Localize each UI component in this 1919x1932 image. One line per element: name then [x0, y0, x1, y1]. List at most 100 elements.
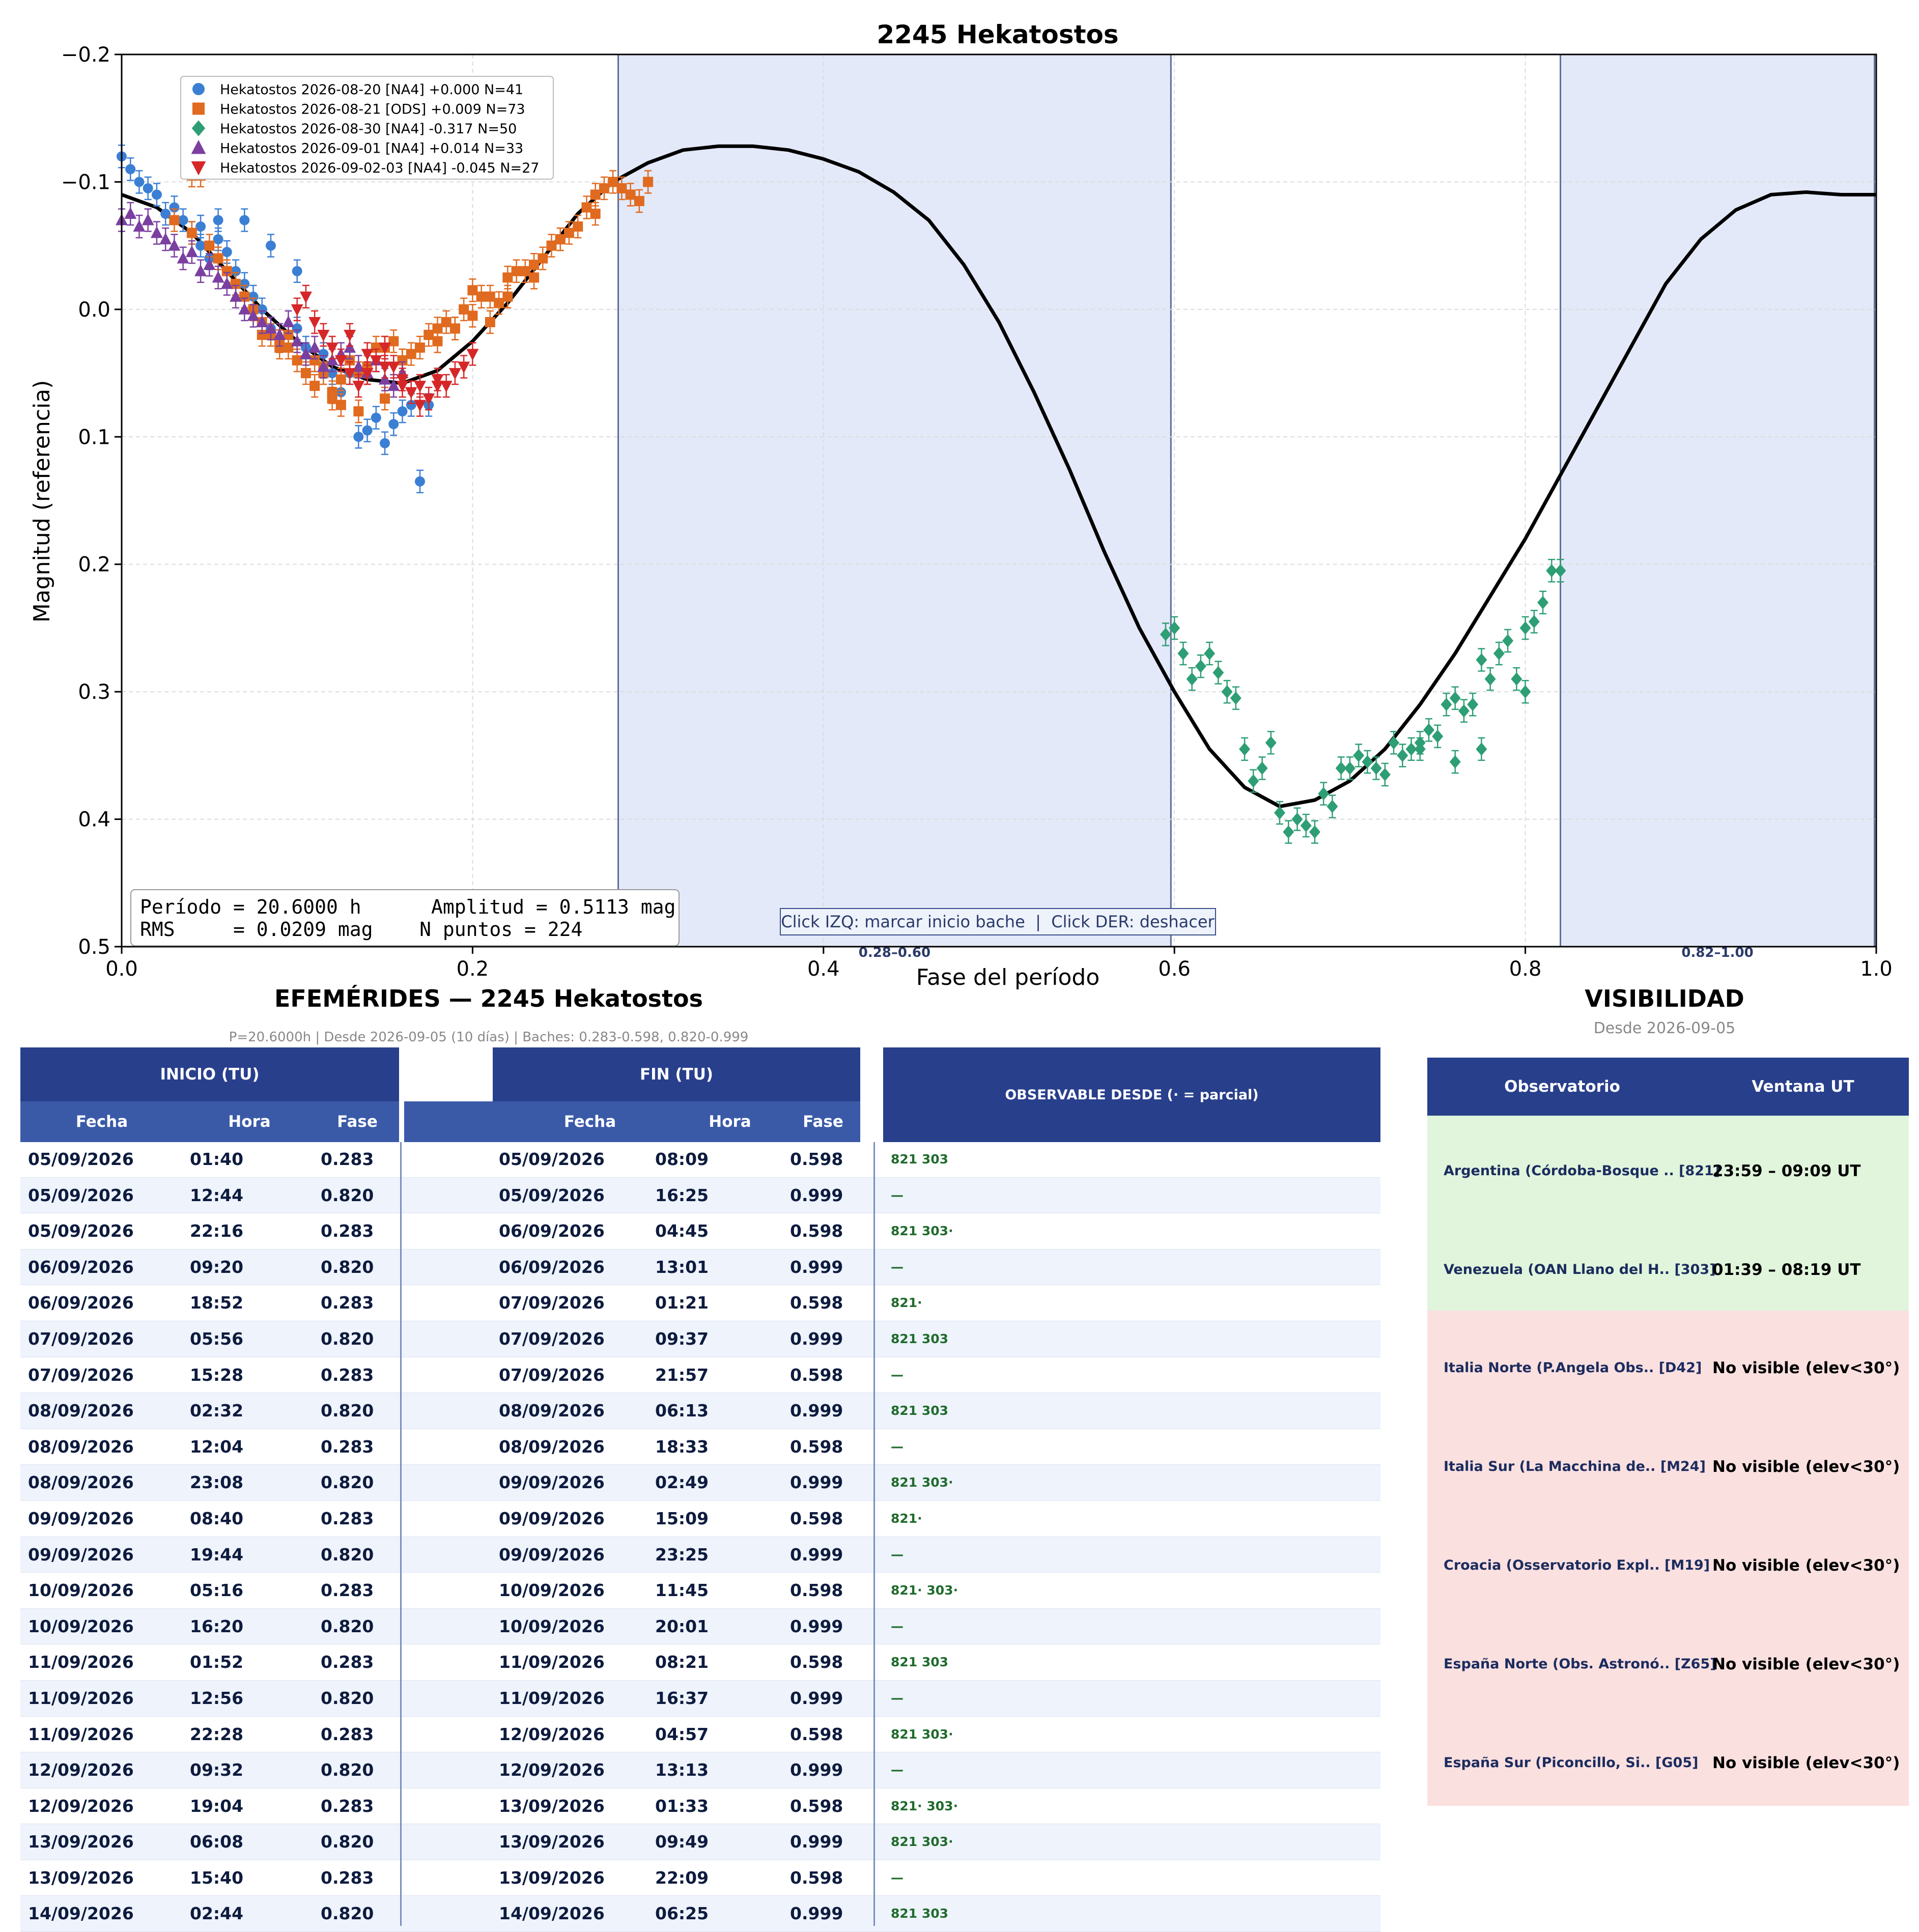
- observable-from: —: [891, 1763, 904, 1778]
- start-time: 19:04: [190, 1796, 244, 1816]
- table-row: 05/09/2026 12:44 0.820 05/09/2026 16:25 0.999…: [20, 1177, 1380, 1214]
- legend-label: Hekatostos 2026-08-21 [ODS] +0.009 N=73: [220, 102, 525, 118]
- end-time: 15:09: [655, 1508, 709, 1528]
- data-point: [370, 355, 382, 367]
- data-point: [308, 317, 321, 329]
- end-date: 11/09/2026: [499, 1652, 605, 1672]
- col-hora-end: Hora: [709, 1113, 751, 1131]
- end-time: 08:09: [655, 1149, 709, 1169]
- end-time: 02:49: [655, 1472, 709, 1493]
- start-phase: 0.283: [321, 1867, 374, 1888]
- data-point: [256, 315, 268, 327]
- col-fase-start: Fase: [337, 1113, 378, 1131]
- observatory-name: Italia Sur (La Macchina de.. [M24]: [1444, 1459, 1706, 1474]
- data-point: [282, 315, 295, 327]
- table-row: 14/09/2026 02:44 0.820 14/09/2026 06:25 0.999…: [20, 1896, 1380, 1932]
- data-point: [1283, 825, 1294, 839]
- data-point: [257, 304, 267, 315]
- start-phase: 0.820: [321, 1616, 374, 1636]
- data-point: [502, 291, 513, 302]
- data-point: [1239, 742, 1251, 756]
- start-time: 02:32: [190, 1401, 244, 1421]
- data-point: [1467, 698, 1479, 712]
- start-date: 05/09/2026: [28, 1149, 134, 1169]
- end-phase: 0.999: [790, 1185, 843, 1205]
- data-point: [1362, 755, 1373, 769]
- data-point: [1528, 615, 1540, 629]
- data-point: [1484, 672, 1496, 686]
- data-point: [406, 349, 416, 359]
- data-point: [1458, 704, 1470, 718]
- data-point: [1274, 806, 1286, 820]
- table-row: 07/09/2026 05:56 0.820 07/09/2026 09:37 0.999…: [20, 1321, 1380, 1357]
- data-point: [151, 189, 162, 200]
- table-row: 11/09/2026 01:52 0.283 11/09/2026 08:21 0.598…: [20, 1644, 1380, 1681]
- start-time: 09:32: [190, 1760, 244, 1780]
- data-point: [160, 209, 171, 219]
- data-point: [344, 329, 356, 342]
- data-point: [361, 368, 374, 380]
- start-date: 13/09/2026: [28, 1867, 134, 1888]
- data-point: [213, 253, 223, 264]
- table-row: 11/09/2026 12:56 0.820 11/09/2026 16:37 0.999…: [20, 1680, 1380, 1717]
- data-point: [441, 317, 451, 327]
- data-point: [1397, 749, 1408, 762]
- data-point: [379, 373, 391, 385]
- data-point: [1230, 691, 1241, 705]
- start-phase: 0.820: [321, 1760, 374, 1780]
- end-time: 09:49: [655, 1832, 709, 1852]
- data-point: [299, 291, 312, 303]
- end-date: 13/09/2026: [499, 1832, 605, 1852]
- data-point: [1256, 761, 1268, 775]
- start-phase: 0.283: [321, 1293, 374, 1313]
- observable-from: 821 303·: [891, 1475, 953, 1490]
- data-point: [150, 226, 163, 238]
- start-date: 14/09/2026: [28, 1903, 134, 1924]
- col-observatorio: Observatorio: [1504, 1077, 1620, 1096]
- data-point: [413, 381, 426, 393]
- lightcurve-chart[interactable]: 0.28–0.60 0.82–1.00 0.0 0.2 0.4 0.6 0.8 1.0 −0.…: [0, 0, 1919, 992]
- data-point: [581, 202, 592, 213]
- table-row: 12/09/2026 19:04 0.283 13/09/2026 01:33 0.598…: [20, 1788, 1380, 1825]
- observable-from: 821 303·: [891, 1726, 953, 1742]
- table-row: 05/09/2026 01:40 0.283 05/09/2026 08:09 0.598…: [20, 1142, 1380, 1178]
- data-point: [353, 432, 364, 442]
- start-phase: 0.283: [321, 1365, 374, 1385]
- start-time: 15:28: [190, 1365, 244, 1385]
- gap-band: [1560, 54, 1875, 947]
- data-point: [309, 355, 320, 366]
- x-tick-label: 0.8: [1509, 957, 1542, 981]
- data-point: [1537, 595, 1549, 609]
- observation-window: No visible (elev<30°): [1712, 1359, 1900, 1377]
- end-time: 23:25: [655, 1544, 709, 1565]
- end-phase: 0.999: [790, 1616, 843, 1636]
- header-fin: FIN (TU): [493, 1047, 860, 1101]
- table-row: 09/09/2026 19:44 0.820 09/09/2026 23:25 0.999…: [20, 1537, 1380, 1573]
- data-point: [388, 336, 399, 347]
- col-fecha-start: Fecha: [75, 1113, 128, 1131]
- data-point: [380, 393, 390, 404]
- start-time: 09:20: [190, 1257, 244, 1277]
- start-phase: 0.283: [321, 1724, 374, 1744]
- data-point: [1546, 564, 1558, 578]
- hint-box[interactable]: Click IZQ: marcar inicio bache | Click D…: [780, 908, 1216, 935]
- data-point: [308, 340, 321, 353]
- data-point: [186, 228, 197, 238]
- data-point: [546, 240, 557, 251]
- start-time: 16:20: [190, 1616, 244, 1636]
- data-point: [334, 355, 347, 367]
- data-point: [318, 349, 329, 359]
- data-point: [1177, 647, 1189, 661]
- data-point: [397, 406, 408, 417]
- table-row: 13/09/2026 06:08 0.820 13/09/2026 09:49 0.999…: [20, 1824, 1380, 1860]
- end-date: 05/09/2026: [499, 1149, 605, 1169]
- y-tick-label: 0.3: [78, 680, 110, 704]
- end-date: 10/09/2026: [499, 1616, 605, 1636]
- end-time: 04:45: [655, 1221, 709, 1241]
- start-phase: 0.820: [321, 1185, 374, 1205]
- data-point: [335, 374, 346, 385]
- x-tick-label: 1.0: [1860, 957, 1893, 981]
- end-phase: 0.598: [790, 1293, 843, 1313]
- data-point: [555, 234, 566, 245]
- table-row: 08/09/2026 02:32 0.820 08/09/2026 06:13 0.999…: [20, 1393, 1380, 1429]
